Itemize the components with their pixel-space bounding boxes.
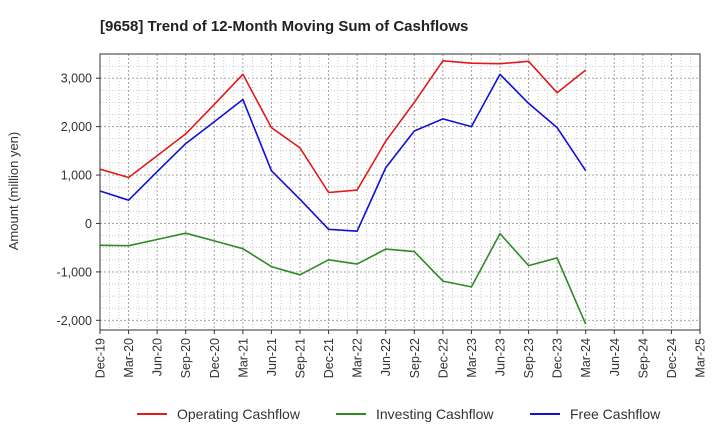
x-tick-label: Sep-21 [294,338,308,378]
legend-label-operating-cashflow: Operating Cashflow [177,406,301,422]
x-tick-label: Dec-24 [665,338,679,378]
x-tick-label: Jun-24 [608,338,622,376]
y-tick-label: 0 [85,217,92,231]
legend-label-free-cashflow: Free Cashflow [570,406,661,422]
y-tick-label: 2,000 [61,120,92,134]
x-tick-label: Sep-20 [179,338,193,378]
plot-area [100,54,700,330]
x-tick-label: Dec-22 [436,338,450,378]
x-tick-label: Sep-23 [522,338,536,378]
x-tick-label: Dec-21 [322,338,336,378]
x-tick-label: Sep-24 [636,338,650,378]
x-tick-label: Dec-23 [551,338,565,378]
x-tick-label: Mar-23 [465,338,479,378]
series-line-investing-cashflow [99,232,587,325]
y-tick-label: 1,000 [61,169,92,183]
chart-title: [9658] Trend of 12-Month Moving Sum of C… [100,18,468,35]
x-tick-label: Dec-19 [94,338,108,378]
series-lines [99,59,587,325]
x-tick-label: Jun-21 [265,338,279,376]
legend-label-investing-cashflow: Investing Cashflow [376,406,494,422]
x-tick-label: Jun-23 [494,338,508,376]
series-line-free-cashflow [99,73,587,232]
legend: Operating Cashflow Investing Cashflow Free… [137,406,661,422]
y-axis-ticks: 3,000 2,000 1,000 0 -1,000 -2,000 [57,72,100,328]
x-tick-label: Jun-20 [151,338,165,376]
x-tick-label: Mar-24 [579,338,593,378]
y-tick-label: -1,000 [57,265,92,279]
y-tick-label: 3,000 [61,72,92,86]
grid-lines [100,54,700,330]
x-tick-label: Mar-25 [694,338,708,378]
x-tick-label: Mar-21 [236,338,250,378]
y-axis-label: Amount (million yen) [6,132,21,251]
y-tick-label: -2,000 [57,314,92,328]
series-line-operating-cashflow [99,59,587,194]
plot-frame [99,53,701,331]
x-tick-label: Jun-22 [379,338,393,376]
x-tick-label: Sep-22 [408,338,422,378]
x-tick-label: Mar-20 [122,338,136,378]
x-tick-label: Mar-22 [351,338,365,378]
x-axis-ticks: Dec-19 Mar-20 Jun-20 Sep-20 Dec-20 Mar-21 Jun-… [94,330,708,378]
x-tick-label: Dec-20 [208,338,222,378]
